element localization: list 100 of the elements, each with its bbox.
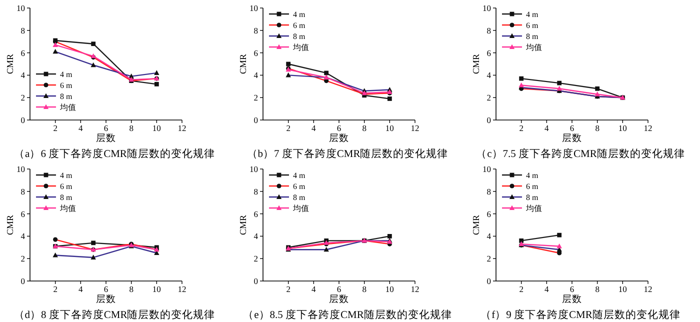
y-tick-label: 4	[486, 231, 492, 242]
legend-label: 8 m	[60, 193, 73, 202]
legend-label: 均值	[525, 43, 542, 52]
x-tick-label: 12	[410, 123, 420, 133]
legend-label: 均值	[59, 204, 76, 213]
x-tick-label: 6	[104, 284, 108, 294]
y-tick-label: 8	[486, 25, 491, 36]
x-tick-label: 10	[152, 123, 161, 133]
legend-label: 6 m	[293, 182, 306, 191]
x-tick-label: 4	[78, 123, 84, 133]
legend-label: 均值	[525, 204, 542, 213]
x-tick-label: 12	[644, 123, 652, 133]
legend-label: 4 m	[60, 171, 73, 180]
x-tick-label: 8	[362, 284, 366, 294]
point	[519, 238, 524, 243]
legend-label: 8 m	[526, 32, 539, 41]
text: （e）8.5 度下各跨度CMR随层数的变化规律	[243, 308, 452, 321]
y-tick-label: 6	[486, 48, 491, 58]
y-tick-label: 6	[20, 208, 25, 219]
x-tick-label: 6	[336, 123, 342, 133]
y-tick-label: 10	[16, 164, 25, 174]
x-tick-label: 12	[644, 284, 652, 294]
x-tick-label: 8	[595, 123, 600, 133]
x-tick-label: 8	[362, 123, 366, 133]
point	[324, 70, 329, 76]
point	[595, 86, 600, 91]
point	[387, 234, 392, 238]
y-axis-title: CMR	[471, 54, 481, 74]
x-tick-label: 2	[519, 284, 524, 294]
x-tick-label: 2	[53, 123, 58, 133]
text: （a）6 度下各跨度CMR随层数的变化规律	[14, 147, 215, 160]
y-tick-label: 6	[254, 48, 258, 58]
legend-label: 8 m	[526, 193, 539, 202]
point	[557, 80, 562, 86]
y-axis-title: CMR	[471, 214, 481, 236]
legend-label: 4 m	[60, 70, 73, 79]
y-tick-label: 0	[254, 115, 258, 125]
y-tick-label: 10	[250, 164, 258, 174]
y-tick-label: 6	[254, 208, 258, 219]
y-tick-label: 0	[486, 115, 491, 125]
legend-label: 6 m	[293, 21, 306, 30]
y-tick-label: 2	[20, 92, 25, 103]
legend-label: 6 m	[60, 81, 73, 90]
x-tick-label: 10	[385, 123, 394, 133]
legend-label: 4 m	[293, 10, 306, 19]
y-tick-label: 4	[254, 231, 259, 242]
point	[91, 240, 96, 246]
legend-label: 均值	[292, 43, 309, 52]
y-tick-label: 8	[20, 186, 25, 196]
x-tick-label: 10	[385, 284, 394, 294]
legend-label: 8 m	[293, 32, 306, 41]
y-tick-label: 10	[16, 3, 25, 13]
legend-label: 4 m	[526, 10, 539, 19]
x-tick-label: 2	[519, 123, 524, 133]
x-tick-label: 2	[286, 284, 290, 294]
y-tick-label: 4	[20, 231, 26, 242]
point	[52, 42, 58, 47]
text: （f）9 度下各跨度CMR随层数的变化规律	[480, 308, 680, 321]
x-tick-label: 6	[104, 123, 108, 133]
x-axis-title: 层数	[329, 133, 349, 144]
x-axis-title: 层数	[562, 294, 582, 305]
legend-label: 6 m	[60, 182, 73, 191]
x-tick-label: 6	[336, 284, 342, 294]
point	[518, 82, 524, 88]
y-tick-label: 8	[20, 25, 25, 36]
point	[91, 42, 96, 46]
y-tick-label: 6	[20, 48, 25, 58]
x-axis-title: 层数	[96, 294, 116, 305]
x-tick-label: 2	[53, 284, 58, 294]
x-tick-label: 10	[618, 123, 627, 133]
y-tick-label: 4	[20, 70, 26, 80]
legend-label: 8 m	[293, 193, 306, 202]
x-tick-label: 4	[544, 284, 550, 294]
x-tick-label: 8	[129, 284, 134, 294]
point	[594, 91, 600, 96]
y-tick-label: 10	[482, 3, 491, 13]
x-axis-title: 层数	[329, 294, 349, 305]
y-tick-label: 0	[254, 276, 258, 286]
text: （d）8 度下各跨度CMR随层数的变化规律	[14, 308, 216, 321]
y-tick-label: 0	[20, 276, 25, 286]
y-axis-title: CMR	[238, 214, 248, 236]
x-tick-label: 8	[129, 123, 134, 133]
y-tick-label: 4	[254, 70, 259, 80]
x-tick-label: 12	[410, 284, 420, 294]
x-tick-label: 4	[78, 284, 84, 294]
y-tick-label: 4	[486, 70, 492, 80]
x-axis-title: 层数	[562, 133, 582, 144]
point	[556, 86, 562, 91]
point	[154, 82, 159, 86]
y-tick-label: 8	[486, 186, 491, 196]
x-tick-label: 10	[152, 284, 161, 294]
point	[519, 76, 524, 81]
text: （c）7.5 度下各跨度CMR随层数的变化规律	[476, 147, 685, 160]
x-tick-label: 6	[570, 123, 574, 133]
legend-label: 4 m	[526, 171, 539, 180]
x-tick-label: 4	[544, 123, 550, 133]
x-tick-label: 12	[178, 284, 186, 294]
point	[387, 96, 392, 101]
legend-label: 均值	[292, 204, 309, 213]
y-tick-label: 10	[482, 164, 491, 174]
